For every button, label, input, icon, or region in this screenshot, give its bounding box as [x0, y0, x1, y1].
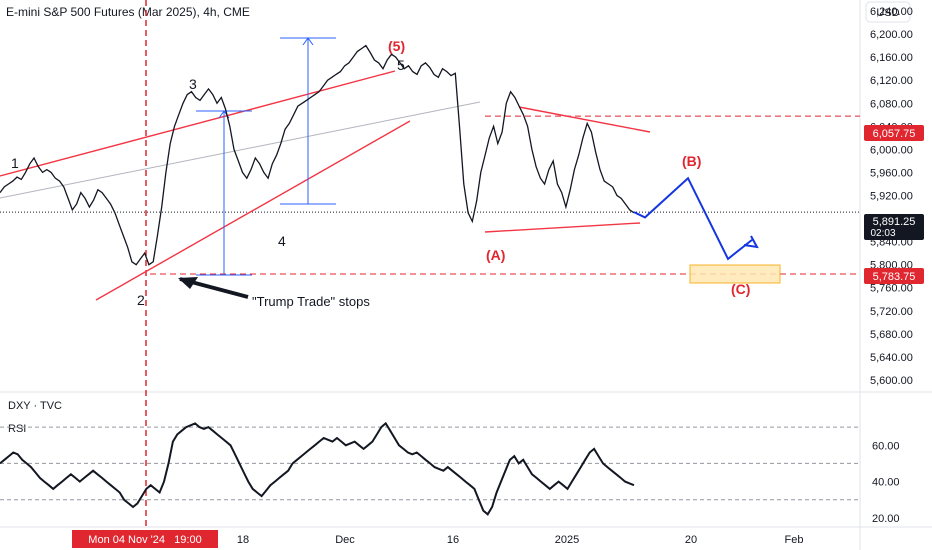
midline-trendline — [0, 101, 481, 199]
level-value-5783: 5,783.75 — [873, 271, 916, 283]
measure-range-1 — [196, 110, 252, 276]
triangle-upper-trendline — [518, 106, 651, 133]
time-tick-label: 20 — [685, 534, 697, 546]
wave-label-5-red: (5) — [388, 38, 405, 54]
price-tick-label: 6,240.00 — [870, 6, 913, 18]
projection-path — [633, 176, 753, 261]
price-tick-label: 6,120.00 — [870, 75, 913, 87]
annotation-text: "Trump Trade" stops — [252, 294, 370, 309]
price-tick-label: 6,000.00 — [870, 144, 913, 156]
wave-label-4: 4 — [278, 233, 286, 249]
wave-label-B: (B) — [682, 153, 701, 169]
price-tick-label: 6,160.00 — [870, 52, 913, 64]
time-tick-label: 2025 — [555, 534, 579, 546]
time-tick-label: 16 — [447, 534, 459, 546]
main-plot-area[interactable] — [0, 0, 860, 392]
price-tick-label: 6,080.00 — [870, 98, 913, 110]
wave-label-5: 5 — [397, 57, 405, 73]
indicator-symbol-title: DXY · TVC — [8, 400, 62, 412]
time-tick-label: Feb — [785, 534, 804, 546]
channel-upper-trendline — [0, 70, 396, 177]
price-axis-ticks: 6,240.00 6,200.00 6,160.00 6,120.00 6,080.00… — [870, 6, 913, 387]
level-badge-5783: 5,783.75 — [864, 268, 924, 284]
price-tick-label: 5,640.00 — [870, 352, 913, 364]
rsi-axis-ticks: 60.00 40.00 20.00 — [872, 440, 900, 525]
price-series-line — [0, 44, 635, 266]
annotation-arrow-head — [178, 277, 198, 289]
currency-button[interactable]: USD — [865, 1, 911, 23]
rsi-tick-label: 20.00 — [872, 513, 900, 525]
wave-label-1: 1 — [11, 155, 19, 171]
bar-countdown: 02:03 — [870, 228, 895, 239]
time-tick-label: Dec — [335, 534, 355, 546]
wave-label-C: (C) — [731, 281, 750, 297]
cursor-date-badge: Mon 04 Nov '24 19:00 — [72, 530, 218, 548]
rsi-tick-label: 40.00 — [872, 477, 900, 489]
rsi-title: RSI — [8, 423, 26, 435]
price-tick-label: 5,680.00 — [870, 329, 913, 341]
measure-range-2 — [280, 37, 336, 205]
level-badge-6057: 6,057.75 — [864, 125, 924, 141]
rsi-tick-label: 60.00 — [872, 440, 900, 452]
symbol-title: E-mini S&P 500 Futures (Mar 2025), 4h, C… — [6, 5, 250, 19]
price-tick-label: 5,760.00 — [870, 283, 913, 295]
time-tick-label: 18 — [237, 534, 249, 546]
wave-label-3: 3 — [189, 76, 197, 92]
price-tick-label: 6,200.00 — [870, 29, 913, 41]
last-price-value: 5,891.25 — [873, 216, 916, 228]
price-tick-label: 5,960.00 — [870, 167, 913, 179]
projection-arrowhead — [743, 235, 759, 249]
price-tick-label: 5,720.00 — [870, 306, 913, 318]
time-axis-ticks: 18 Dec 16 2025 20 Feb — [237, 534, 804, 546]
wave-label-2: 2 — [137, 292, 145, 308]
last-price-badge: 5,891.25 02:03 — [864, 214, 924, 240]
wave-label-A: (A) — [486, 247, 505, 263]
triangle-lower-trendline — [484, 222, 641, 233]
price-tick-label: 5,600.00 — [870, 375, 913, 387]
target-zone-box — [689, 264, 781, 284]
currency-label: USD — [876, 7, 899, 19]
channel-lower-trendline — [95, 120, 411, 301]
price-tick-label: 5,920.00 — [870, 191, 913, 203]
cursor-date-text: Mon 04 Nov '24 19:00 — [88, 534, 201, 546]
rsi-series-line — [0, 421, 635, 516]
level-value-6057: 6,057.75 — [873, 128, 916, 140]
